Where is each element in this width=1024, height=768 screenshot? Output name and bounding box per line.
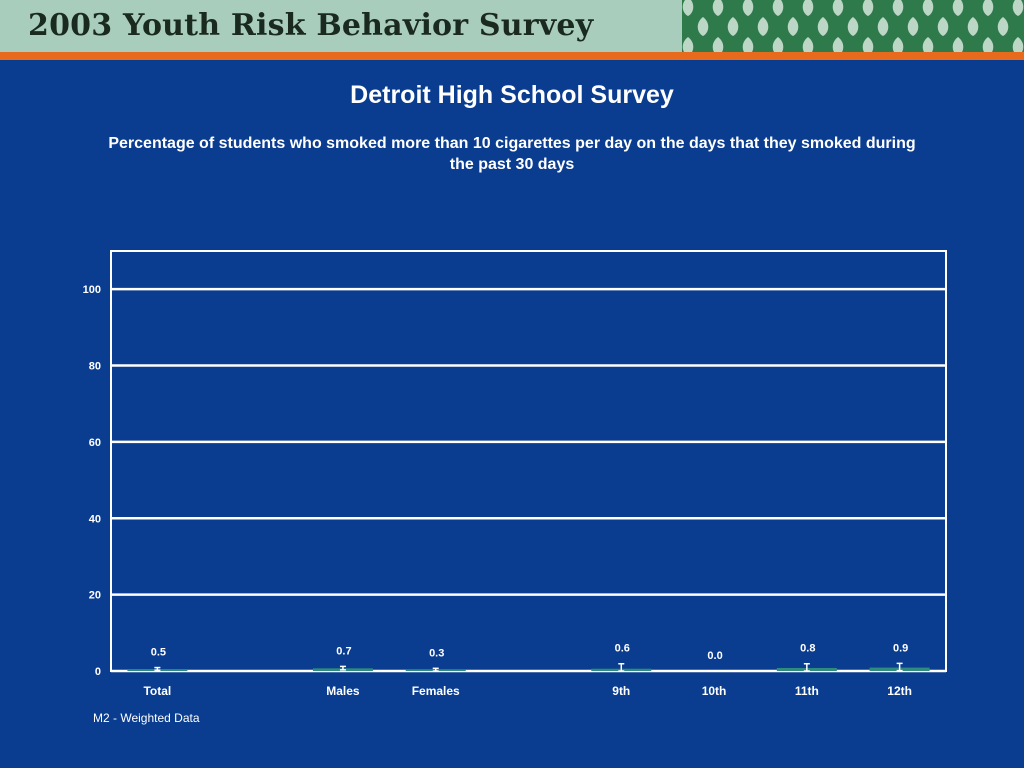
leaf-shape-21	[967, 17, 979, 36]
x-tick-label: 12th	[887, 684, 912, 698]
leaf-shape-35	[1012, 37, 1024, 52]
leaf-shape-28	[802, 37, 814, 52]
leaf-shape-17	[847, 17, 859, 36]
leaf-shape-15	[787, 17, 799, 36]
leaf-shape-4	[802, 0, 814, 16]
y-tick-label: 80	[89, 361, 101, 373]
data-label-9th: 0.6	[615, 643, 630, 655]
leaf-shape-22	[997, 17, 1009, 36]
leaf-shape-25	[712, 37, 724, 52]
leaf-shape-24	[682, 37, 694, 52]
leaf-shape-31	[892, 37, 904, 52]
leaf-shape-2	[742, 0, 754, 16]
header-divider	[0, 52, 1024, 60]
leaf-shape-11	[1012, 0, 1024, 16]
leaf-shape-13	[727, 17, 739, 36]
leaf-shape-16	[817, 17, 829, 36]
survey-title: 2003 Youth Risk Behavior Survey	[28, 8, 594, 43]
leaf-shape-18	[877, 17, 889, 36]
data-label-females: 0.3	[429, 647, 444, 659]
data-label-11th: 0.8	[800, 643, 815, 655]
plot-frame	[110, 250, 947, 672]
footnote: M2 - Weighted Data	[93, 711, 200, 725]
leaf-pattern-image	[682, 0, 1024, 52]
y-tick-label: 20	[89, 590, 101, 602]
leaf-shape-10	[982, 0, 994, 16]
y-tick-label: 40	[89, 513, 101, 525]
data-label-10th: 0.0	[707, 650, 722, 662]
leaf-shape-33	[952, 37, 964, 52]
header-banner: 2003 Youth Risk Behavior Survey	[0, 0, 1024, 52]
data-label-12th: 0.9	[893, 642, 908, 654]
leaf-shape-20	[937, 17, 949, 36]
x-tick-label: 9th	[612, 684, 630, 698]
leaf-shape-27	[772, 37, 784, 52]
leaf-shape-7	[892, 0, 904, 16]
data-label-males: 0.7	[336, 645, 351, 657]
x-tick-label: Females	[412, 684, 460, 698]
leaf-shape-30	[862, 37, 874, 52]
leaf-shape-6	[862, 0, 874, 16]
x-tick-label: 11th	[795, 684, 819, 698]
leaf-shape-14	[757, 17, 769, 36]
x-tick-label: 10th	[702, 684, 727, 698]
y-tick-label: 0	[95, 666, 101, 678]
x-tick-label: Males	[326, 684, 360, 698]
leaf-shape-0	[682, 0, 694, 16]
leaf-shape-32	[922, 37, 934, 52]
leaf-shape-1	[712, 0, 724, 16]
leaf-shape-9	[952, 0, 964, 16]
leaf-shape-19	[907, 17, 919, 36]
y-tick-label: 60	[89, 437, 101, 449]
leaf-pattern-svg	[682, 0, 1024, 52]
leaf-shape-3	[772, 0, 784, 16]
leaf-shape-29	[832, 37, 844, 52]
y-tick-label: 100	[83, 284, 101, 296]
slide-title: Detroit High School Survey	[350, 81, 674, 109]
data-label-total: 0.5	[151, 647, 166, 659]
leaf-shape-5	[832, 0, 844, 16]
x-tick-label: Total	[143, 684, 171, 698]
leaf-shape-12	[697, 17, 709, 36]
leaf-shape-34	[982, 37, 994, 52]
leaf-shape-8	[922, 0, 934, 16]
leaf-shape-26	[742, 37, 754, 52]
slide-subtitle: Percentage of students who smoked more t…	[108, 135, 916, 173]
